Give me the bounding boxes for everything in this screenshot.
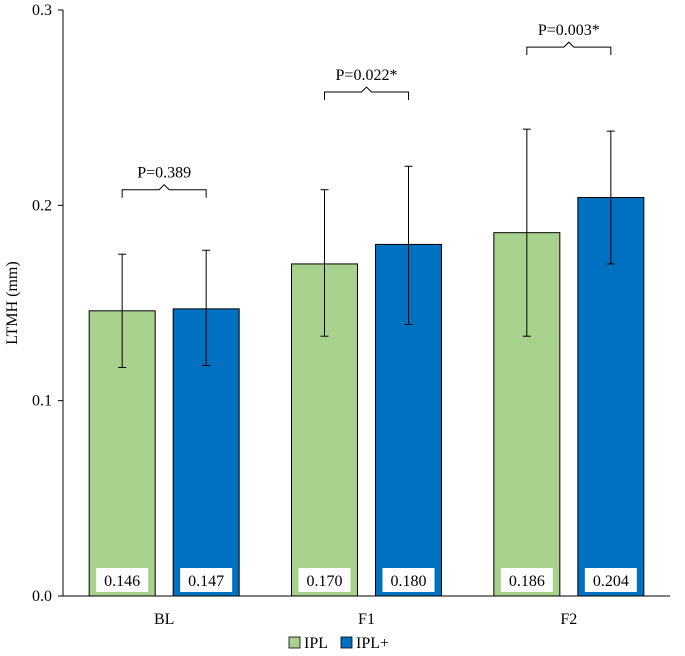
data-label-box xyxy=(382,568,435,592)
data-label-box xyxy=(584,568,637,592)
data-label-box xyxy=(298,568,351,592)
y-tick-labels: 0.0 0.1 0.2 0.3 xyxy=(32,2,63,605)
x-tick-label: F1 xyxy=(358,611,375,628)
x-tick-label: F2 xyxy=(560,611,577,628)
legend-swatch xyxy=(288,636,301,649)
y-tick-label: 0.3 xyxy=(32,2,52,19)
data-label: 0.170 xyxy=(307,573,343,590)
data-label: 0.146 xyxy=(104,573,140,590)
legend-label: IPL+ xyxy=(356,635,389,652)
data-label: 0.204 xyxy=(593,573,629,590)
x-tick-label: BL xyxy=(154,611,174,628)
x-tick-labels: BL F1 F2 xyxy=(154,611,577,628)
p-value-label: P=0.389 xyxy=(137,165,191,182)
data-label-box xyxy=(180,568,233,592)
data-labels: 0.146 0.170 0.186 0.147 0.180 0.204 xyxy=(96,568,637,592)
data-label-box xyxy=(500,568,553,592)
error-bars xyxy=(118,128,615,368)
data-label: 0.186 xyxy=(509,573,545,590)
p-value-label: P=0.003* xyxy=(538,22,600,39)
y-tick-label: 0.0 xyxy=(32,588,52,605)
y-axis-label: LTMH (mm) xyxy=(4,261,21,344)
y-tick-label: 0.1 xyxy=(32,393,52,410)
y-tick-label: 0.2 xyxy=(32,197,52,214)
legend-swatch xyxy=(340,636,353,649)
y-axis: 0.0 0.1 0.2 0.3 LTMH (mm) xyxy=(4,2,64,605)
significance-annotations: P=0.389 P=0.022* P=0.003* xyxy=(121,22,612,198)
significance-bracket xyxy=(324,86,409,101)
data-label: 0.147 xyxy=(188,573,224,590)
p-value-label: P=0.022* xyxy=(336,67,398,84)
legend-label: IPL xyxy=(304,635,328,652)
significance-bracket xyxy=(121,183,207,198)
legend: IPL IPL+ xyxy=(288,635,389,652)
significance-bracket xyxy=(526,41,612,56)
bars xyxy=(88,197,645,597)
data-label: 0.180 xyxy=(391,573,427,590)
data-label-box xyxy=(96,568,149,592)
